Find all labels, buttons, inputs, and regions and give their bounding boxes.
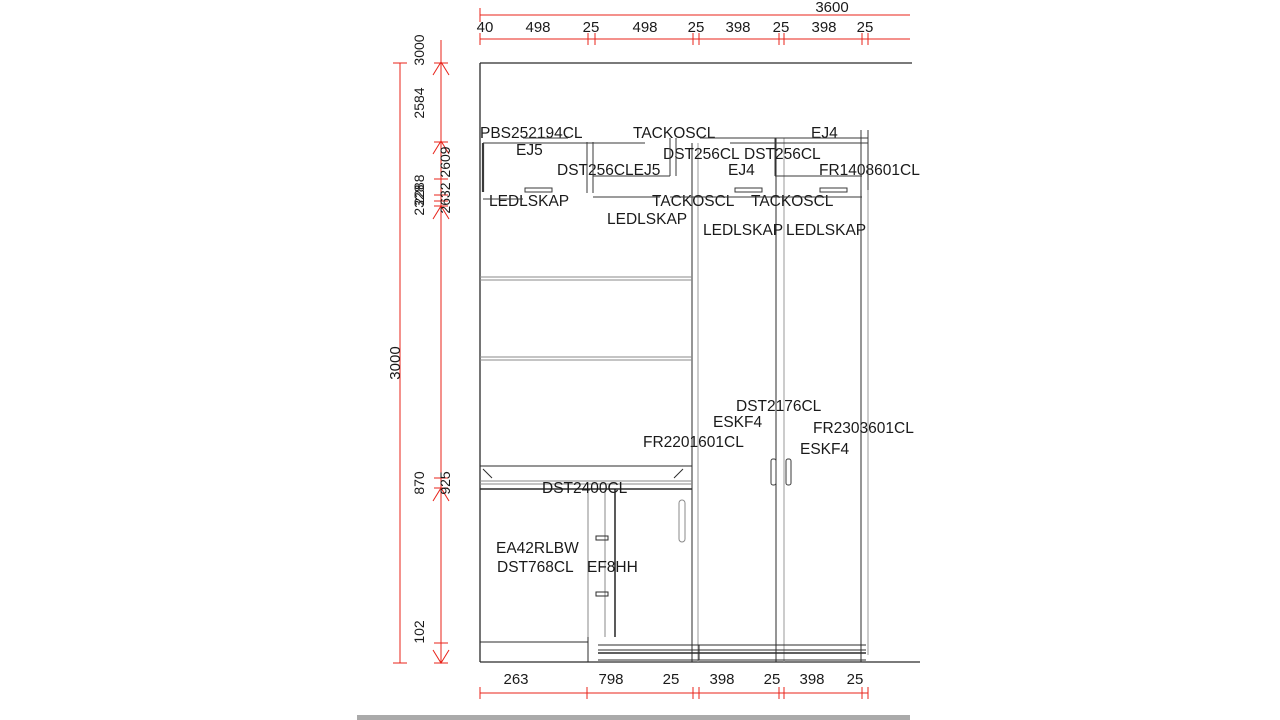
svg-text:498: 498	[632, 19, 657, 36]
svg-text:398: 398	[725, 19, 750, 36]
svg-text:498: 498	[525, 19, 550, 36]
svg-text:EF8HH: EF8HH	[587, 559, 638, 576]
svg-text:TACKOSCL: TACKOSCL	[751, 193, 834, 210]
svg-text:2328: 2328	[411, 184, 427, 215]
svg-text:25: 25	[764, 671, 781, 688]
svg-text:398: 398	[709, 671, 734, 688]
svg-text:EJ4: EJ4	[728, 162, 755, 179]
svg-text:PBS252194CL: PBS252194CL	[480, 125, 583, 142]
svg-text:EJ4: EJ4	[811, 125, 838, 142]
svg-text:DST768CL: DST768CL	[497, 559, 574, 576]
svg-text:LEDLSKAP: LEDLSKAP	[489, 193, 569, 210]
svg-text:FR2201601CL: FR2201601CL	[643, 434, 744, 451]
svg-text:LEDLSKAP: LEDLSKAP	[703, 222, 783, 239]
svg-text:DST2400CL: DST2400CL	[542, 480, 628, 497]
svg-text:LEDLSKAP: LEDLSKAP	[607, 211, 687, 228]
svg-text:DST256CL: DST256CL	[663, 146, 740, 163]
svg-text:25: 25	[583, 19, 600, 36]
svg-text:798: 798	[598, 671, 623, 688]
svg-text:EA42RLBW: EA42RLBW	[496, 540, 579, 557]
svg-text:DST2176CL: DST2176CL	[736, 398, 822, 415]
svg-text:TACKOSCL: TACKOSCL	[652, 193, 735, 210]
svg-text:40: 40	[477, 19, 494, 36]
svg-text:25: 25	[663, 671, 680, 688]
svg-text:TACKOSCL: TACKOSCL	[633, 125, 716, 142]
svg-text:263: 263	[503, 671, 528, 688]
svg-text:2584: 2584	[411, 87, 427, 118]
svg-text:3000: 3000	[387, 346, 404, 379]
svg-text:FR2303601CL: FR2303601CL	[813, 420, 914, 437]
svg-text:EJ5: EJ5	[516, 142, 543, 159]
svg-text:3000: 3000	[411, 34, 427, 65]
svg-text:2632: 2632	[437, 182, 453, 213]
svg-text:DST256CL: DST256CL	[744, 146, 821, 163]
svg-text:398: 398	[811, 19, 836, 36]
svg-text:102: 102	[411, 620, 427, 644]
svg-text:925: 925	[437, 471, 453, 495]
svg-text:25: 25	[857, 19, 874, 36]
svg-text:ESKF4: ESKF4	[800, 441, 849, 458]
svg-text:870: 870	[411, 471, 427, 495]
svg-text:2609: 2609	[437, 146, 453, 177]
svg-text:3600: 3600	[815, 0, 848, 16]
svg-text:25: 25	[688, 19, 705, 36]
svg-text:25: 25	[773, 19, 790, 36]
svg-text:25: 25	[847, 671, 864, 688]
svg-text:LEDLSKAP: LEDLSKAP	[786, 222, 866, 239]
svg-text:398: 398	[799, 671, 824, 688]
svg-text:ESKF4: ESKF4	[713, 414, 762, 431]
